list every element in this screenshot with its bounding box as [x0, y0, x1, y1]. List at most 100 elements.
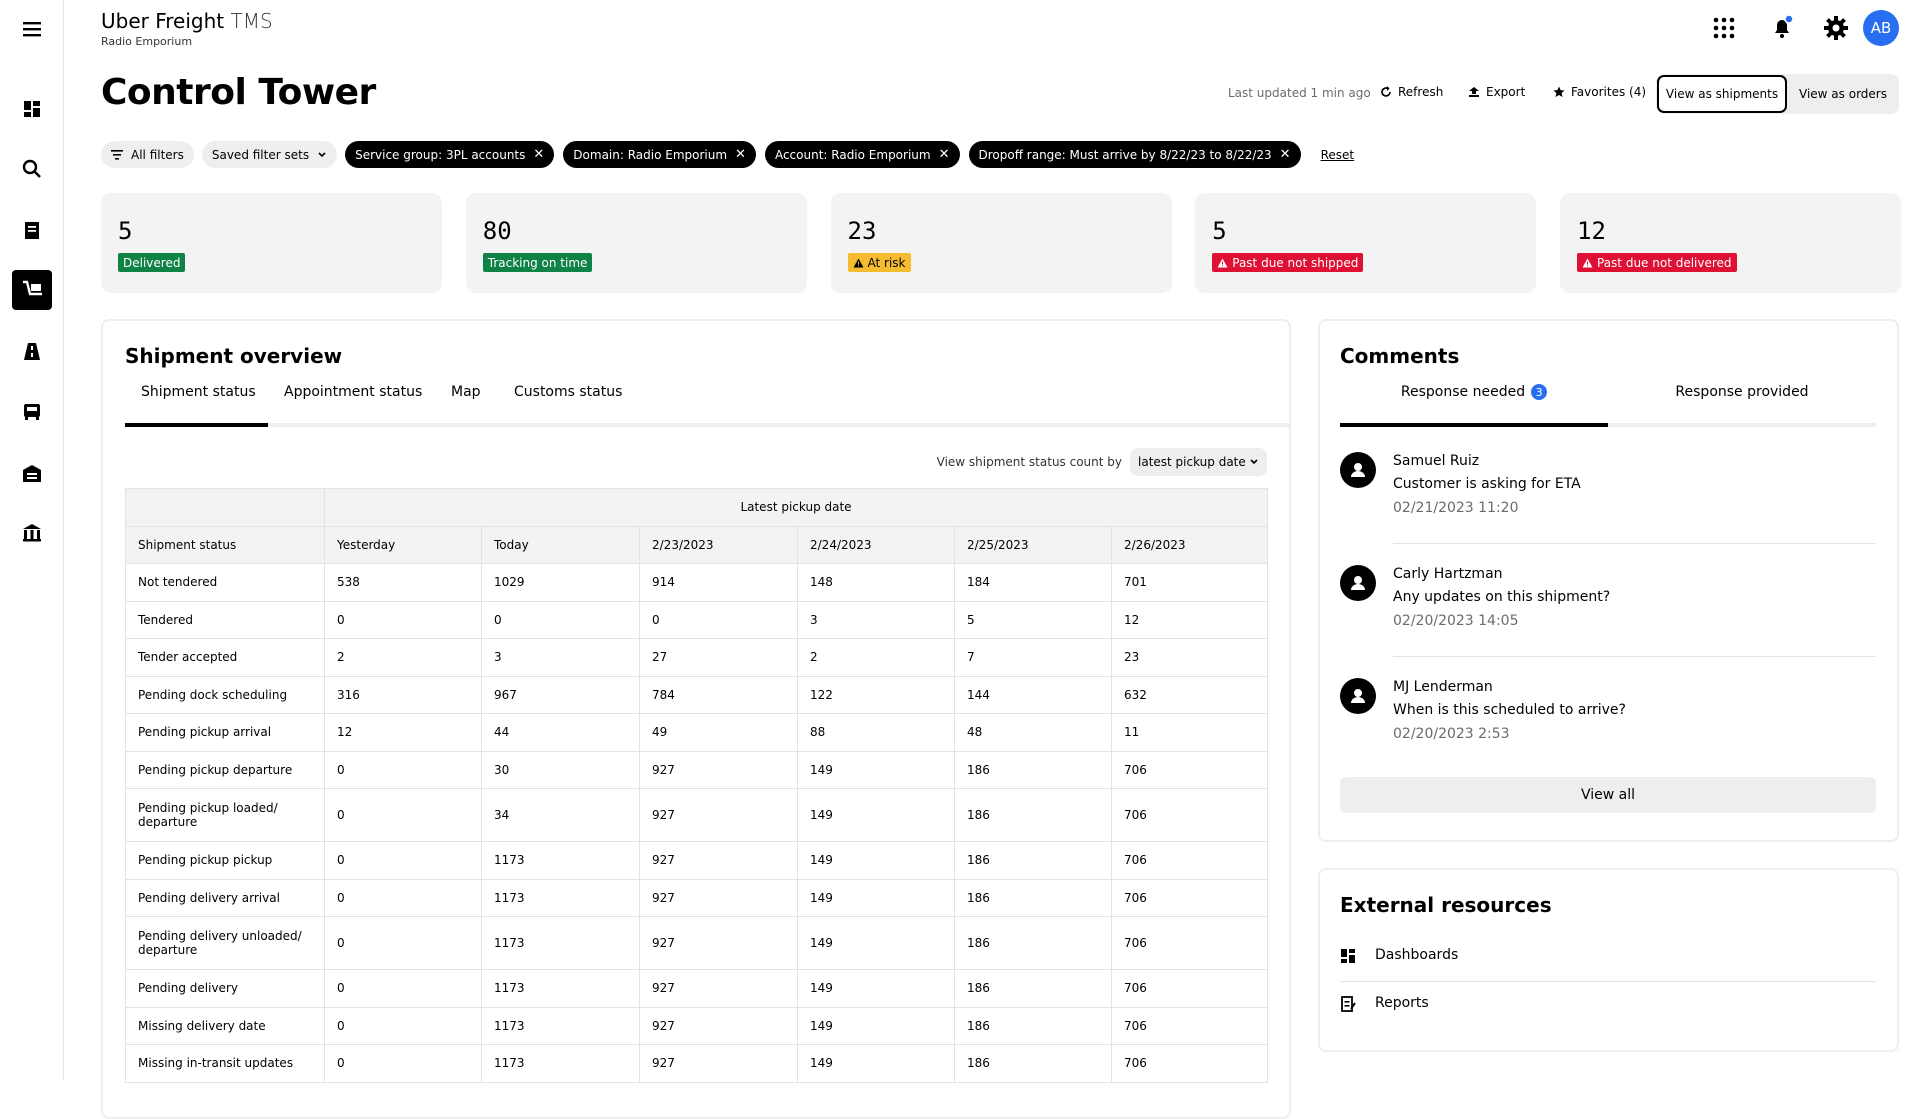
- count-cell: 0: [481, 600, 640, 639]
- filter-chip[interactable]: Dropoff range: Must arrive by 8/22/23 to…: [968, 141, 1301, 168]
- kpi-card[interactable]: 5 Past due not shipped: [1195, 193, 1537, 293]
- count-cell: 927: [639, 916, 798, 970]
- count-cell: 0: [324, 1044, 482, 1083]
- count-cell: 538: [324, 563, 482, 602]
- search-icon[interactable]: [16, 153, 48, 185]
- comments-tab[interactable]: Response provided: [1675, 384, 1809, 400]
- kpi-card[interactable]: 5 Delivered: [101, 193, 442, 293]
- count-cell: 12: [1111, 600, 1268, 639]
- avatar[interactable]: AB: [1863, 10, 1899, 46]
- all-filters-button[interactable]: All filters: [101, 141, 194, 168]
- status-cell: Missing delivery date: [125, 1006, 325, 1045]
- saved-filters-button[interactable]: Saved filter sets: [201, 141, 338, 168]
- person-icon: [1351, 463, 1365, 477]
- view-orders-button[interactable]: View as orders: [1799, 87, 1887, 101]
- apps-icon[interactable]: [1712, 16, 1736, 40]
- count-cell: 30: [481, 750, 640, 789]
- person-icon: [1351, 576, 1365, 590]
- filter-chip[interactable]: Service group: 3PL accounts ✕: [345, 141, 555, 168]
- count-cell: 927: [639, 750, 798, 789]
- chip-label: Saved filter sets: [211, 147, 310, 162]
- kpi-label: At risk: [867, 255, 906, 270]
- count-cell: 149: [797, 969, 955, 1008]
- overview-tab[interactable]: Appointment status: [284, 384, 423, 400]
- notifications-icon[interactable]: [1770, 14, 1796, 40]
- comment-time: 02/21/2023 11:20: [1393, 500, 1519, 516]
- view-all-button[interactable]: View all: [1340, 777, 1876, 813]
- orders-icon[interactable]: [16, 214, 48, 246]
- count-cell: 706: [1111, 750, 1268, 789]
- road-icon[interactable]: [16, 335, 48, 367]
- facility-icon[interactable]: [16, 516, 48, 548]
- brand-name: Uber Freight: [101, 9, 225, 33]
- settings-icon[interactable]: [1823, 15, 1849, 41]
- overview-tab[interactable]: Shipment status: [141, 384, 256, 400]
- separator: [1340, 981, 1876, 982]
- table-row: Pending delivery 0 1173 927 149 186 706: [125, 969, 1268, 1008]
- comments-tab[interactable]: Response needed 3: [1340, 384, 1608, 400]
- resource-link[interactable]: Dashboards: [1375, 947, 1459, 963]
- count-cell: 186: [954, 1006, 1112, 1045]
- badge: 3: [1531, 384, 1548, 400]
- reset-link[interactable]: Reset: [1320, 147, 1355, 162]
- menu-icon[interactable]: [16, 13, 48, 45]
- warning-icon: [1217, 258, 1228, 267]
- warning-icon: [1582, 258, 1593, 267]
- count-cell: 0: [324, 878, 482, 917]
- sidebar: [0, 0, 64, 1080]
- remove-icon[interactable]: ✕: [533, 147, 545, 162]
- view-shipments-button[interactable]: View as shipments: [1657, 75, 1787, 113]
- kpi-value: 5: [1212, 217, 1227, 245]
- kpi-tag: Delivered: [118, 253, 186, 272]
- count-cell: 0: [324, 969, 482, 1008]
- table-row: Pending pickup departure 0 30 927 149 186 706: [125, 750, 1268, 789]
- refresh-button[interactable]: Refresh: [1380, 85, 1443, 99]
- count-cell: 44: [481, 713, 640, 752]
- count-cell: 0: [324, 750, 482, 789]
- count-by-select[interactable]: latest pickup date: [1130, 448, 1267, 476]
- status-cell: Tendered: [125, 600, 325, 639]
- filter-bar: All filters Saved filter sets Service gr…: [101, 141, 1354, 168]
- dashboard-icon[interactable]: [16, 93, 48, 125]
- overview-tab[interactable]: Map: [451, 384, 481, 400]
- resource-link[interactable]: Reports: [1375, 995, 1429, 1011]
- remove-icon[interactable]: ✕: [1279, 147, 1291, 162]
- comment-author: Samuel Ruiz: [1393, 453, 1480, 469]
- remove-icon[interactable]: ✕: [938, 147, 950, 162]
- filter-chip[interactable]: Account: Radio Emporium ✕: [764, 141, 960, 168]
- brand-product: TMS: [230, 9, 273, 33]
- table-row: Pending pickup loaded/ departure 0 34 927 14…: [125, 788, 1268, 842]
- reports-icon: [1341, 996, 1356, 1012]
- filter-chip[interactable]: Domain: Radio Emporium ✕: [563, 141, 756, 168]
- count-cell: 186: [954, 969, 1112, 1008]
- select-value: latest pickup date: [1138, 455, 1246, 469]
- count-cell: 3: [797, 600, 955, 639]
- tab-label: Response needed: [1400, 384, 1526, 400]
- kpi-card[interactable]: 80 Tracking on time: [465, 193, 807, 293]
- status-cell: Pending delivery unloaded/ departure: [125, 916, 325, 970]
- button-label: Refresh: [1398, 85, 1444, 99]
- count-cell: 706: [1111, 841, 1268, 880]
- column-row: Shipment status Yesterday Today 2/23/2023 2/…: [125, 525, 1268, 564]
- count-cell: 88: [797, 713, 955, 752]
- table-row: Missing in-transit updates 0 1173 927 149 186…: [125, 1044, 1268, 1083]
- count-cell: 5: [954, 600, 1112, 639]
- count-cell: 49: [639, 713, 798, 752]
- kpi-card[interactable]: 23 At risk: [830, 193, 1172, 293]
- overview-tab[interactable]: Customs status: [514, 384, 623, 400]
- count-cell: 11: [1111, 713, 1268, 752]
- column-header: Today: [481, 525, 640, 564]
- table-row: Pending delivery arrival 0 1173 927 149 186 70…: [125, 878, 1268, 917]
- export-button[interactable]: Export: [1468, 85, 1525, 99]
- comment-time: 02/20/2023 14:05: [1393, 613, 1519, 629]
- table-row: Tender accepted 2 3 27 2 7 23: [125, 638, 1268, 677]
- count-cell: 27: [639, 638, 798, 677]
- kpi-card[interactable]: 12 Past due not delivered: [1560, 193, 1901, 293]
- remove-icon[interactable]: ✕: [735, 147, 746, 162]
- shipments-icon[interactable]: [12, 270, 52, 310]
- carrier-icon[interactable]: [16, 395, 48, 427]
- warehouse-icon[interactable]: [16, 457, 48, 489]
- favorites-button[interactable]: Favorites (4): [1553, 85, 1646, 99]
- kpi-value: 12: [1577, 217, 1606, 245]
- count-cell: 1029: [481, 563, 640, 602]
